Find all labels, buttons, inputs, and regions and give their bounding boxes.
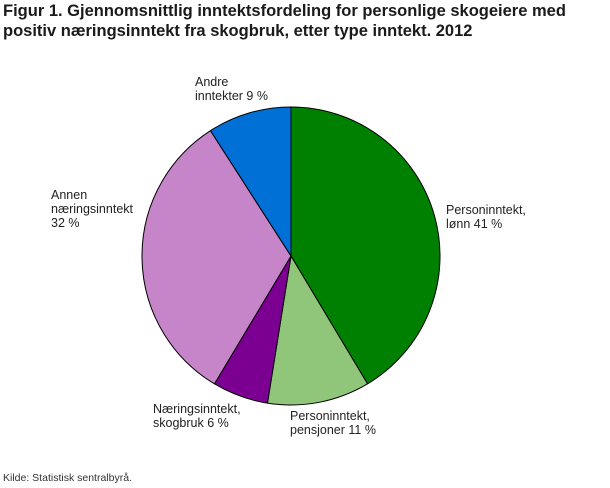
slice-label-annen-naeringsinntekt: Annen næringsinntekt 32 % <box>51 188 133 230</box>
pie-slice-4 <box>209 106 292 257</box>
slice-label-andre-inntekter: Andre inntekter 9 % <box>195 75 268 103</box>
chart-title-line-2: positiv næringsinntekt fra skogbruk, ett… <box>3 22 473 40</box>
pie-slice-0 <box>290 106 441 385</box>
slice-label-naeringsinntekt-skogbruk: Næringsinntekt, skogbruk 6 % <box>153 402 241 430</box>
slice-label-personinntekt-pensjoner: Personinntekt, pensjoner 11 % <box>290 409 376 437</box>
chart-title: Figur 1. Gjennomsnittlig inntektsfordeli… <box>3 1 603 41</box>
slice-label-personinntekt-lonn: Personinntekt, lønn 41 % <box>446 203 526 231</box>
source-note: Kilde: Statistisk sentralbyrå. <box>3 472 132 484</box>
chart-title-line-1: Figur 1. Gjennomsnittlig inntektsfordeli… <box>3 2 566 20</box>
pie-slice-1 <box>266 255 369 406</box>
pie-slice-3 <box>141 130 292 385</box>
